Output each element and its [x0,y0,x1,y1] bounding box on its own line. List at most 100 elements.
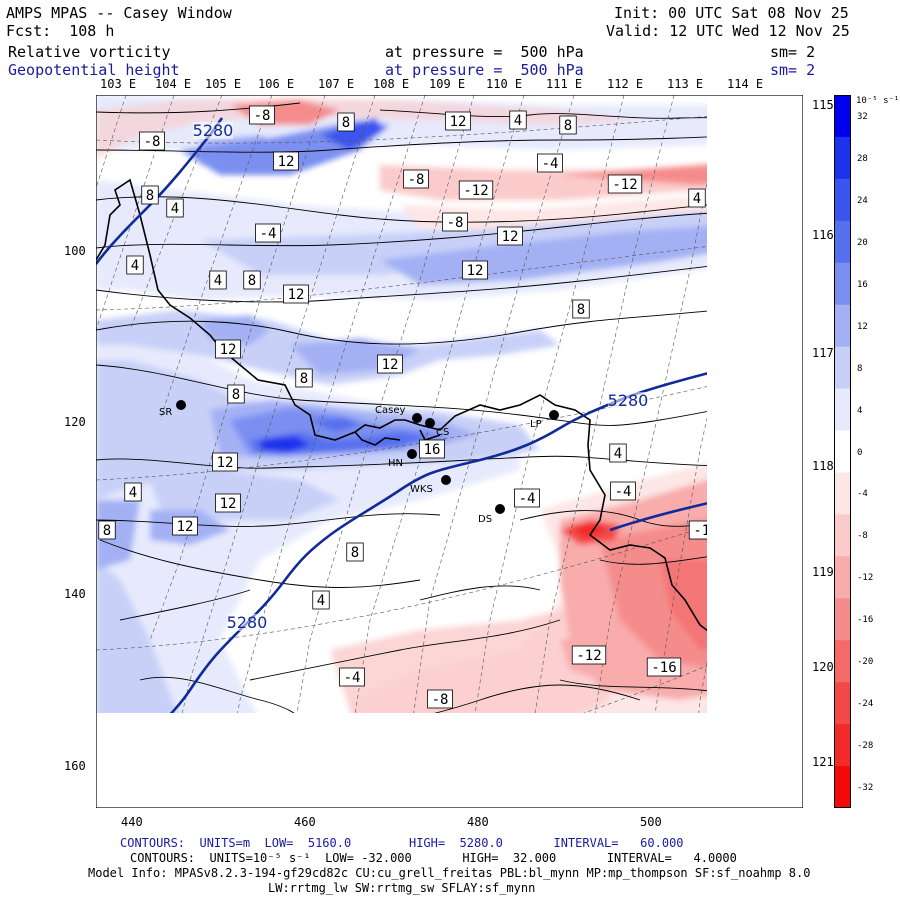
svg-text:8: 8 [248,273,256,289]
colorbar-segment [834,514,851,557]
contour-label: -16 [646,657,682,677]
y-tick-label: 120 [64,415,86,429]
top-longitude-label: 103 E [100,77,137,91]
contour-label: -4 [537,153,563,173]
svg-text:-8: -8 [408,172,425,188]
contour-label: 4 [166,198,184,218]
footer-vorticity-contours: CONTOURS: UNITS=10⁻⁵ s⁻¹ LOW= -32.000 HI… [130,851,737,865]
contour-label: -8 [442,212,468,232]
contour-label: -4 [339,667,365,687]
contour-label: 8 [346,542,364,562]
footer-height-contours: CONTOURS: UNITS=m LOW= 5160.0 HIGH= 5280… [120,836,684,850]
contour-label: 8 [243,270,261,290]
contour-labels: -8 8 -8 12 12 4 8 -4 -4 -8 -12 -12 -8 4 8 4 -8 -4 12 4 4 8 12 1… [98,105,800,787]
svg-text:8: 8 [232,387,240,403]
colorbar [834,95,851,808]
contour-label: -8 [427,689,453,709]
svg-text:-4: -4 [202,771,219,787]
contour-label: -8 [678,736,703,754]
colorbar-label: -16 [857,615,874,626]
height-contours [96,117,707,713]
latlon-grid [96,95,707,713]
station-dot [495,504,505,514]
contour-label: -4 [746,133,771,151]
colorbar-segment [834,220,851,264]
contour-label: -4 [775,377,800,395]
contour-label: 4 [740,344,757,362]
contour-label: -12 [688,520,707,540]
station-dot [176,400,186,410]
top-longitude-label: 111 E [546,77,583,91]
top-longitude-label: 104 E [155,77,192,91]
station-label: SR [159,407,172,418]
colorbar-segment [834,556,851,599]
svg-text:-8: -8 [447,215,464,231]
colorbar-segment [834,346,851,390]
field2-name: Geopotential height [8,61,180,79]
contour-label: 12 [722,262,747,280]
top-longitude-label: 114 E [727,77,764,91]
svg-text:8: 8 [351,545,359,561]
station-dot [441,475,451,485]
colorbar-segment [834,682,851,725]
colorbar-label: -32 [857,783,874,794]
station-markers: SR Casey CS HN WKS LP DS [159,400,559,525]
svg-text:-4: -4 [519,491,536,507]
station-dot [412,413,422,423]
station-label: CS [436,427,449,438]
station-label: DS [478,514,492,525]
field1-pressure: at pressure = 500 hPa [385,43,584,61]
x-tick-label: 480 [467,815,489,829]
svg-text:12: 12 [177,519,194,535]
svg-text:-4: -4 [779,379,796,395]
svg-text:8: 8 [761,296,769,312]
svg-text:4: 4 [693,191,701,207]
colorbar-segment [834,262,851,306]
svg-text:-12: -12 [463,183,488,199]
field2-pressure: at pressure = 500 hPa [385,61,584,79]
colorbar-segment [834,430,851,473]
colorbar-label: -28 [857,741,874,752]
svg-text:-12: -12 [576,648,601,664]
svg-text:-4: -4 [674,771,691,787]
colorbar-unit: 10⁻⁵ s⁻¹ [856,96,900,106]
svg-text:8: 8 [342,115,350,131]
height-label: 5280 [608,391,649,410]
svg-text:-4: -4 [779,447,796,463]
contour-label: 4 [609,443,627,463]
station-dot [549,410,559,420]
contour-label: 12 [215,339,241,359]
y-tick-label: 160 [64,759,86,773]
footer-radiation-info: LW:rrtmg_lw SW:rrtmg_sw SFLAY:sf_mynn [268,881,536,895]
contour-label: 12 [377,354,403,374]
contour-label: 4 [724,401,741,419]
svg-text:12: 12 [220,496,237,512]
svg-text:-8: -8 [641,720,658,736]
contour-label: -4 [514,488,540,508]
top-longitude-label: 108 E [373,77,410,91]
svg-text:8: 8 [300,371,308,387]
contour-label: -8 [139,131,165,151]
colorbar-label: 0 [857,447,863,458]
station-label: HN [388,458,403,469]
station-dot [407,449,417,459]
contour-label: -8 [728,458,753,476]
top-longitude-label: 106 E [258,77,295,91]
svg-text:-4: -4 [260,226,277,242]
colorbar-segment [834,766,851,808]
contour-label: 8 [337,112,355,132]
station-dot [425,418,435,428]
svg-text:12: 12 [502,229,519,245]
contour-label: -12 [607,174,643,194]
contour-label: -8 [249,105,275,125]
svg-text:-12: -12 [612,177,637,193]
footer-model-info: Model Info: MPASv8.2.3-194-gf29cd82c CU:… [88,866,811,880]
colorbar-label: 32 [857,111,868,122]
svg-text:12: 12 [382,357,399,373]
contour-label: 12 [497,226,523,246]
svg-text:12: 12 [288,287,305,303]
top-longitude-label: 107 E [318,77,355,91]
field1-smoothing: sm= 2 [770,43,816,61]
colorbar-label: 24 [857,195,868,206]
colorbar-label: -24 [857,699,874,710]
